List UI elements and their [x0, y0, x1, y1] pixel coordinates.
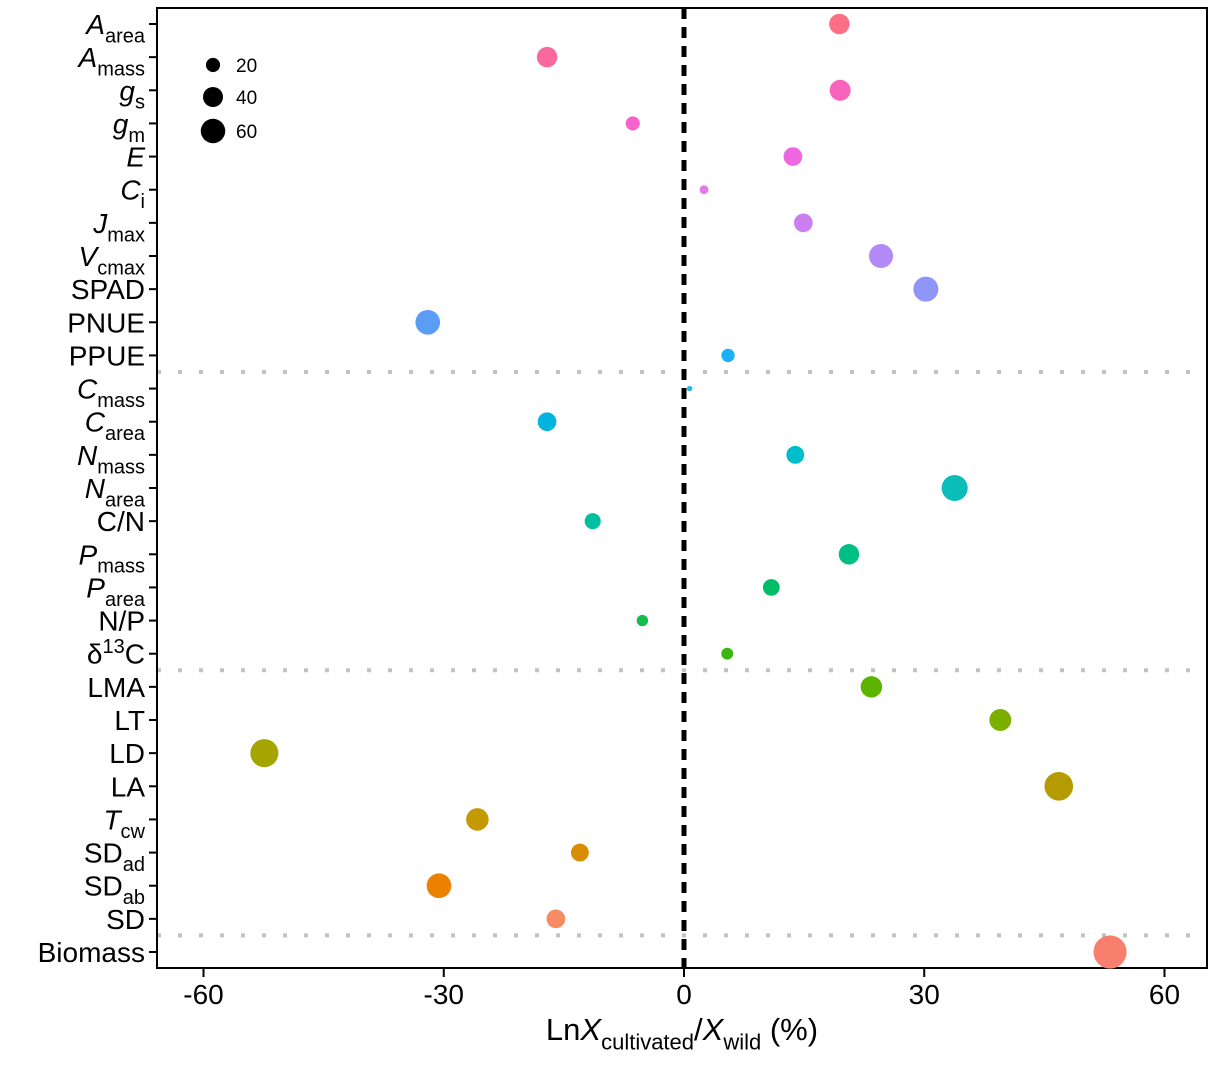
y-axis-label: Narea — [85, 473, 146, 511]
data-point — [584, 513, 601, 530]
y-axis-label: LT — [114, 705, 145, 736]
data-point — [1044, 771, 1074, 801]
y-axis-label: Carea — [85, 407, 146, 445]
data-point — [415, 309, 441, 335]
data-point — [466, 808, 489, 831]
y-axis-label: LD — [109, 738, 145, 769]
x-tick-label: 0 — [676, 979, 692, 1010]
y-axis-label: E — [126, 142, 145, 173]
y-axis-label: Nmass — [77, 440, 145, 478]
y-axis-label: Parea — [86, 572, 146, 610]
data-point — [868, 243, 894, 269]
data-point — [913, 276, 939, 302]
y-axis-label: SDab — [84, 871, 145, 909]
data-point — [721, 348, 735, 363]
y-axis-label: Tcw — [103, 804, 145, 842]
data-point — [762, 579, 780, 596]
size-legend-label: 40 — [236, 88, 257, 109]
y-axis-label: LMA — [87, 672, 145, 703]
y-axis-label: gs — [119, 75, 145, 113]
y-axis-label: SPAD — [71, 274, 145, 305]
y-axis-label: δ13C — [87, 636, 145, 670]
y-axis-label: SD — [106, 904, 145, 935]
x-axis-title: LnXcultivated/Xwild (%) — [546, 1012, 818, 1054]
y-axis-label: C/N — [97, 506, 145, 537]
y-axis-label: Biomass — [38, 937, 145, 968]
data-point — [625, 116, 640, 131]
data-point — [860, 676, 883, 698]
size-legend-label: 20 — [236, 56, 257, 77]
data-point — [941, 474, 968, 502]
y-axis-label: LA — [111, 771, 146, 802]
size-legend-bubble — [200, 118, 226, 144]
y-axis-label: Cmass — [77, 374, 145, 412]
data-point — [793, 213, 813, 233]
data-point — [838, 544, 860, 565]
data-point — [536, 46, 558, 68]
data-point — [829, 13, 850, 35]
y-axis-label: Amass — [77, 42, 145, 80]
y-axis-label: Jmax — [92, 208, 145, 246]
y-axis-label: gm — [113, 108, 145, 146]
data-point — [636, 614, 649, 627]
y-axis-label: Vcmax — [79, 241, 145, 279]
x-tick-label: -60 — [183, 979, 223, 1010]
data-point — [426, 873, 452, 899]
data-point — [721, 647, 734, 660]
x-tick-label: -30 — [424, 979, 464, 1010]
y-axis-label: PPUE — [69, 340, 145, 371]
size-legend-bubble — [203, 87, 223, 107]
y-axis-label: Aarea — [84, 9, 146, 47]
data-point — [699, 185, 709, 195]
y-axis-label: PNUE — [67, 307, 145, 338]
data-point — [686, 385, 693, 392]
size-legend-bubble — [205, 57, 221, 73]
data-point — [786, 445, 805, 464]
data-point — [783, 147, 803, 166]
size-legend-label: 60 — [236, 122, 257, 143]
x-tick-label: 60 — [1149, 979, 1180, 1010]
data-point — [537, 412, 557, 432]
data-point — [989, 709, 1012, 731]
y-axis-label: SDad — [84, 838, 145, 876]
data-point — [1093, 935, 1127, 969]
data-point — [570, 843, 589, 862]
y-axis-label: Pmass — [79, 539, 145, 577]
x-tick-label: 30 — [909, 979, 940, 1010]
y-axis-label: N/P — [98, 606, 145, 637]
data-point — [546, 909, 566, 929]
data-point — [250, 739, 279, 768]
y-axis-label: Ci — [120, 175, 145, 213]
data-point — [829, 79, 851, 101]
